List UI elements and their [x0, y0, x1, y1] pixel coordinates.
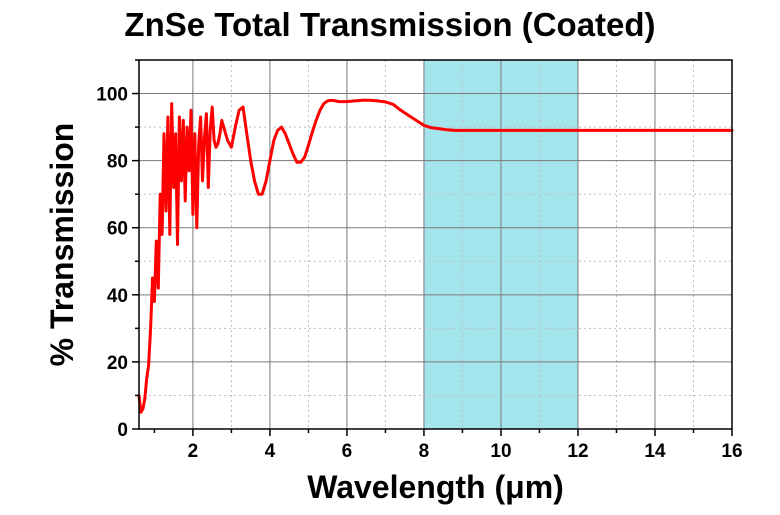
y-tick-label: 100	[96, 85, 128, 106]
y-tick-label: 20	[107, 353, 128, 374]
transmission-line	[137, 98, 734, 414]
plot-frame	[138, 59, 733, 430]
tick-layer	[132, 59, 733, 436]
tick-label-layer: 2 4 6 8 10 12 14 16 0 20 40 60 80 100	[96, 85, 742, 462]
y-tick-label: 0	[117, 420, 128, 441]
x-axis-title: Wavelength (μm)	[307, 469, 564, 505]
x-tick-label: 2	[188, 441, 199, 462]
y-axis-title: % Transmission	[44, 123, 80, 367]
x-tick-label: 12	[567, 441, 588, 462]
x-tick-label: 10	[490, 441, 511, 462]
x-tick-label: 4	[265, 441, 276, 462]
x-tick-label: 16	[721, 441, 742, 462]
chart-title: ZnSe Total Transmission (Coated)	[124, 6, 656, 43]
y-tick-label: 80	[107, 152, 128, 173]
y-tick-label: 60	[107, 219, 128, 240]
series-line-layer	[137, 98, 734, 414]
x-tick-label: 8	[419, 441, 430, 462]
grid-layer	[139, 60, 732, 429]
x-tick-label: 6	[342, 441, 353, 462]
x-tick-label: 14	[644, 441, 666, 462]
y-tick-label: 40	[107, 286, 128, 307]
